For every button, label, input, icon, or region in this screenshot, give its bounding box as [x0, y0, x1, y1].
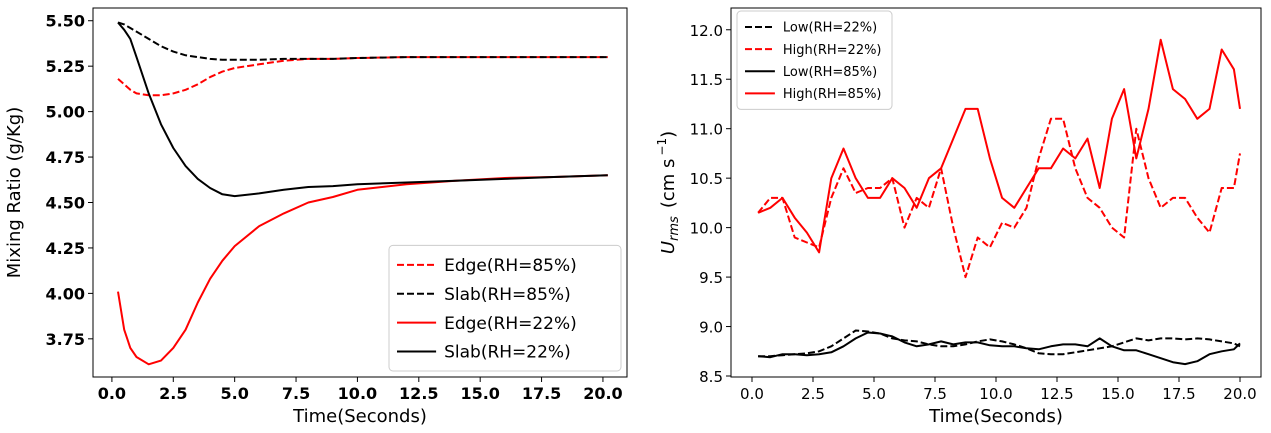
x-tick-label: 17.5: [522, 384, 561, 403]
x-tick-label: 17.5: [1162, 385, 1195, 403]
legend-label: Low(RH=85%): [783, 65, 877, 80]
y-tick-label: 4.25: [46, 239, 85, 258]
label-base: U: [658, 241, 679, 254]
y-tick-label: 4.50: [46, 193, 85, 212]
y-axis-label: Urms (cm s −1): [655, 131, 682, 254]
y-tick-label: 11.0: [690, 121, 723, 139]
x-tick-label: 10.0: [979, 385, 1012, 403]
x-tick-label: 0.0: [98, 384, 126, 403]
y-tick-label: 5.25: [46, 57, 85, 76]
series-line: [757, 117, 1241, 279]
y-tick-label: 11.5: [690, 71, 723, 89]
series-line: [758, 329, 1241, 358]
x-tick-label: 5.0: [862, 385, 886, 403]
x-tick-label: 0.0: [740, 385, 764, 403]
y-tick-label: 10.5: [690, 170, 723, 188]
series-line: [757, 38, 1241, 254]
label-close: ): [658, 131, 679, 138]
x-tick-label: 12.5: [399, 384, 438, 403]
y-tick-label: 9.5: [699, 269, 723, 287]
y-tick-label: 5.50: [46, 12, 85, 31]
y-axis-label: Mixing Ratio (g/Kg): [4, 107, 25, 278]
legend-label: Low(RH=22%): [783, 21, 877, 36]
y-tick-label: 5.00: [46, 103, 85, 122]
y-tick-label: 12.0: [690, 22, 723, 40]
legend-label: Edge(RH=22%): [444, 314, 577, 334]
x-axis-label: Time(Seconds): [292, 406, 427, 427]
x-tick-label: 2.5: [159, 384, 187, 403]
legend-label: High(RH=22%): [783, 43, 882, 58]
legend-box: [736, 10, 893, 110]
label-unit: (cm s: [658, 159, 679, 209]
x-tick-label: 20.0: [1223, 385, 1256, 403]
series-line: [117, 21, 608, 198]
series-line: [758, 331, 1241, 366]
legend-box: [388, 244, 622, 372]
series-line: [117, 56, 608, 97]
y-tick-label: 4.00: [46, 284, 85, 303]
x-tick-label: 5.0: [220, 384, 248, 403]
x-tick-label: 20.0: [583, 384, 622, 403]
x-tick-label: 15.0: [460, 384, 499, 403]
legend-label: High(RH=85%): [783, 87, 882, 102]
y-tick-label: 9.0: [699, 319, 723, 337]
legend-label: Edge(RH=85%): [444, 256, 577, 276]
label-sup: −1: [655, 138, 669, 156]
label-sub: rms: [667, 216, 682, 241]
y-tick-label: 4.75: [46, 148, 85, 167]
x-tick-label: 2.5: [801, 385, 825, 403]
x-tick-label: 10.0: [338, 384, 377, 403]
x-tick-label: 12.5: [1040, 385, 1073, 403]
y-tick-label: 8.5: [699, 368, 723, 386]
series-line: [117, 21, 608, 61]
x-tick-label: 15.0: [1101, 385, 1134, 403]
x-axis-label: Time(Seconds): [928, 406, 1063, 427]
x-tick-label: 7.5: [282, 384, 310, 403]
y-tick-label: 3.75: [46, 330, 85, 349]
plot-frame: [92, 7, 628, 378]
y-tick-label: 10.0: [690, 220, 723, 238]
legend-label: Slab(RH=22%): [444, 343, 571, 363]
legend-label: Slab(RH=85%): [444, 285, 571, 305]
x-tick-label: 7.5: [923, 385, 947, 403]
